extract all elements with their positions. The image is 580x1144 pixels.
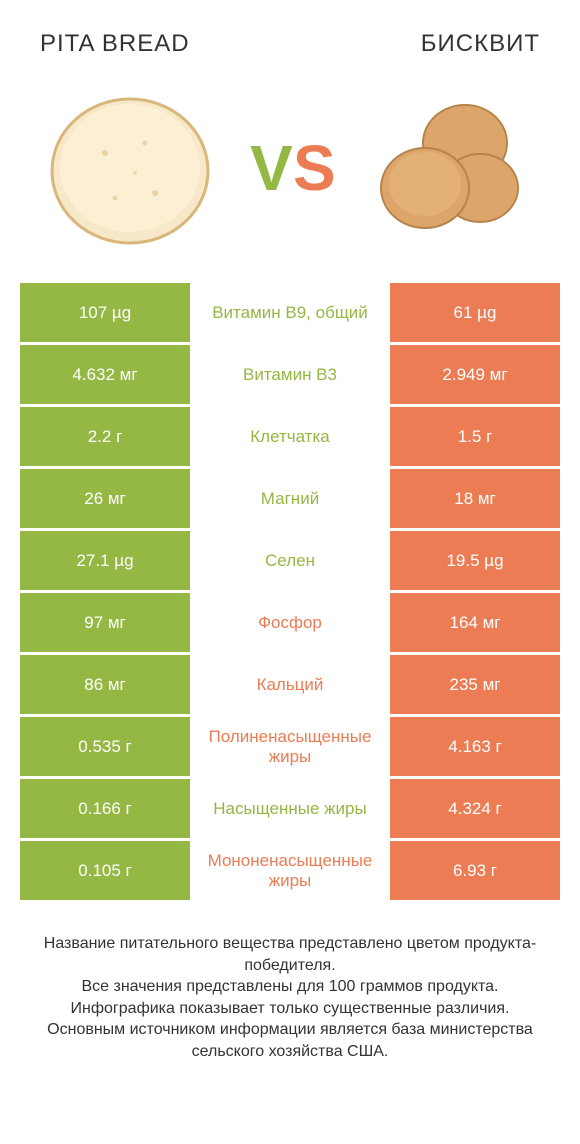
cell-nutrient: Мононенасыщенные жиры [190, 841, 390, 900]
cell-nutrient: Магний [190, 469, 390, 528]
table-row: 27.1 µgСелен19.5 µg [20, 531, 560, 593]
cell-left: 27.1 µg [20, 531, 190, 590]
cell-nutrient: Насыщенные жиры [190, 779, 390, 838]
footer-line: Инфографика показывает только существенн… [30, 998, 550, 1020]
svg-text:S: S [293, 132, 336, 204]
cell-right: 19.5 µg [390, 531, 560, 590]
pita-image [40, 78, 220, 258]
biscuit-image [360, 78, 540, 258]
cell-nutrient: Кальций [190, 655, 390, 714]
table-row: 0.535 гПолиненасыщенные жиры4.163 г [20, 717, 560, 779]
cell-left: 0.105 г [20, 841, 190, 900]
titles-row: PITA BREAD БИСКВИТ [20, 30, 560, 58]
cell-right: 2.949 мг [390, 345, 560, 404]
cell-left: 26 мг [20, 469, 190, 528]
cell-nutrient: Полиненасыщенные жиры [190, 717, 390, 776]
cell-left: 2.2 г [20, 407, 190, 466]
title-right: БИСКВИТ [421, 30, 540, 58]
cell-left: 107 µg [20, 283, 190, 342]
footer-line: Название питательного вещества представл… [30, 933, 550, 976]
hero-row: V S [20, 58, 560, 283]
cell-nutrient: Витамин B9, общий [190, 283, 390, 342]
cell-nutrient: Витамин B3 [190, 345, 390, 404]
table-row: 4.632 мгВитамин B32.949 мг [20, 345, 560, 407]
cell-right: 1.5 г [390, 407, 560, 466]
table-row: 0.166 гНасыщенные жиры4.324 г [20, 779, 560, 841]
table-row: 26 мгМагний18 мг [20, 469, 560, 531]
cell-left: 4.632 мг [20, 345, 190, 404]
cell-right: 18 мг [390, 469, 560, 528]
cell-nutrient: Селен [190, 531, 390, 590]
footer-line: Основным источником информации является … [30, 1019, 550, 1062]
cell-right: 61 µg [390, 283, 560, 342]
cell-left: 0.535 г [20, 717, 190, 776]
footer-text: Название питательного вещества представл… [20, 903, 560, 1073]
title-left: PITA BREAD [40, 30, 190, 58]
cell-right: 4.163 г [390, 717, 560, 776]
svg-text:V: V [250, 132, 293, 204]
table-row: 2.2 гКлетчатка1.5 г [20, 407, 560, 469]
cell-right: 164 мг [390, 593, 560, 652]
cell-left: 86 мг [20, 655, 190, 714]
cell-right: 6.93 г [390, 841, 560, 900]
table-row: 86 мгКальций235 мг [20, 655, 560, 717]
page: PITA BREAD БИСКВИТ V S [0, 0, 580, 1103]
vs-label: V S [220, 118, 360, 218]
table-row: 107 µgВитамин B9, общий61 µg [20, 283, 560, 345]
cell-right: 4.324 г [390, 779, 560, 838]
comparison-table: 107 µgВитамин B9, общий61 µg4.632 мгВита… [20, 283, 560, 903]
footer-line: Все значения представлены для 100 граммо… [30, 976, 550, 998]
table-row: 97 мгФосфор164 мг [20, 593, 560, 655]
cell-left: 97 мг [20, 593, 190, 652]
cell-nutrient: Клетчатка [190, 407, 390, 466]
cell-nutrient: Фосфор [190, 593, 390, 652]
cell-left: 0.166 г [20, 779, 190, 838]
cell-right: 235 мг [390, 655, 560, 714]
table-row: 0.105 гМононенасыщенные жиры6.93 г [20, 841, 560, 903]
